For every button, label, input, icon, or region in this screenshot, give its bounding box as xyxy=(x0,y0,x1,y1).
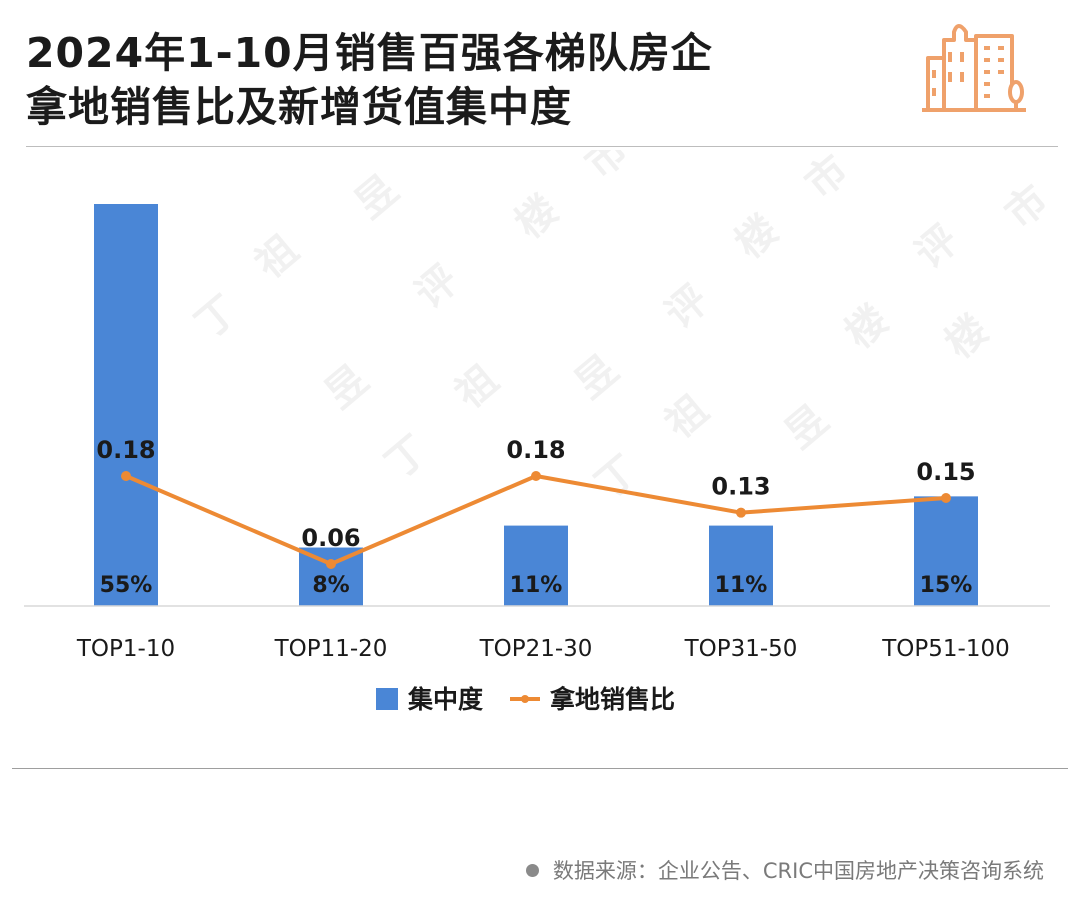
legend-swatch-dot xyxy=(521,695,529,703)
line-layer xyxy=(121,471,951,569)
title-line-1: 2024年1-10月销售百强各梯队房企 xyxy=(26,29,713,77)
chart-title: 2024年1-10月销售百强各梯队房企 拿地销售比及新增货值集中度 xyxy=(26,26,886,134)
x-tick-label: TOP21-30 xyxy=(479,636,593,662)
line-value-label: 0.15 xyxy=(916,458,975,486)
building-icon xyxy=(922,24,1026,112)
line-point xyxy=(941,493,951,503)
bar-top51-100 xyxy=(914,496,978,606)
x-tick-label: TOP51-100 xyxy=(881,636,1010,662)
title-line-2: 拿地销售比及新增货值集中度 xyxy=(26,83,572,131)
line-value-label: 0.18 xyxy=(506,436,565,464)
line-point xyxy=(326,559,336,569)
line-point xyxy=(531,471,541,481)
legend-label-line: 拿地销售比 xyxy=(549,685,675,714)
bars-layer xyxy=(94,204,978,606)
x-tick-label: TOP31-50 xyxy=(684,636,798,662)
x-tick-label: TOP1-10 xyxy=(76,636,175,662)
source-note: 数据来源：企业公告、CRIC中国房地产决策咨询系统 xyxy=(525,855,1044,885)
bar-value-label: 15% xyxy=(920,573,973,598)
line-point xyxy=(736,507,746,518)
x-tick-label: TOP11-20 xyxy=(274,636,388,662)
legend-swatch-bar xyxy=(376,688,398,710)
line-point xyxy=(121,471,131,481)
x-ticks-layer: TOP1-10 TOP11-20 TOP21-30 TOP31-50 TOP51-100 xyxy=(76,636,1010,662)
legend: 集中度 拿地销售比 xyxy=(376,685,675,714)
bar-value-label: 11% xyxy=(510,573,563,598)
bar-top1-10 xyxy=(94,204,158,606)
bar-top11-20 xyxy=(299,547,363,606)
bar-value-label: 11% xyxy=(715,573,768,598)
footer-divider xyxy=(12,768,1068,769)
bullet-icon xyxy=(525,863,539,877)
line-value-label: 0.06 xyxy=(301,524,360,552)
bar-value-label: 55% xyxy=(100,573,153,598)
line-value-label: 0.13 xyxy=(711,473,770,501)
labels-layer: 55% 8% 11% 11% 15% 0.18 0.06 0.18 0.13 0.15 xyxy=(96,436,975,598)
legend-label-bar: 集中度 xyxy=(407,685,483,714)
title-divider xyxy=(26,146,1058,147)
bar-top21-30 xyxy=(504,525,568,606)
line-value-label: 0.18 xyxy=(96,436,155,464)
source-text: 数据来源：企业公告、CRIC中国房地产决策咨询系统 xyxy=(552,859,1044,883)
chart-area: 55% 8% 11% 11% 15% 0.18 0.06 0.18 0.13 0.15 TOP1-… xyxy=(24,204,1050,714)
bar-top31-50 xyxy=(709,525,773,606)
bar-value-label: 8% xyxy=(312,573,349,598)
